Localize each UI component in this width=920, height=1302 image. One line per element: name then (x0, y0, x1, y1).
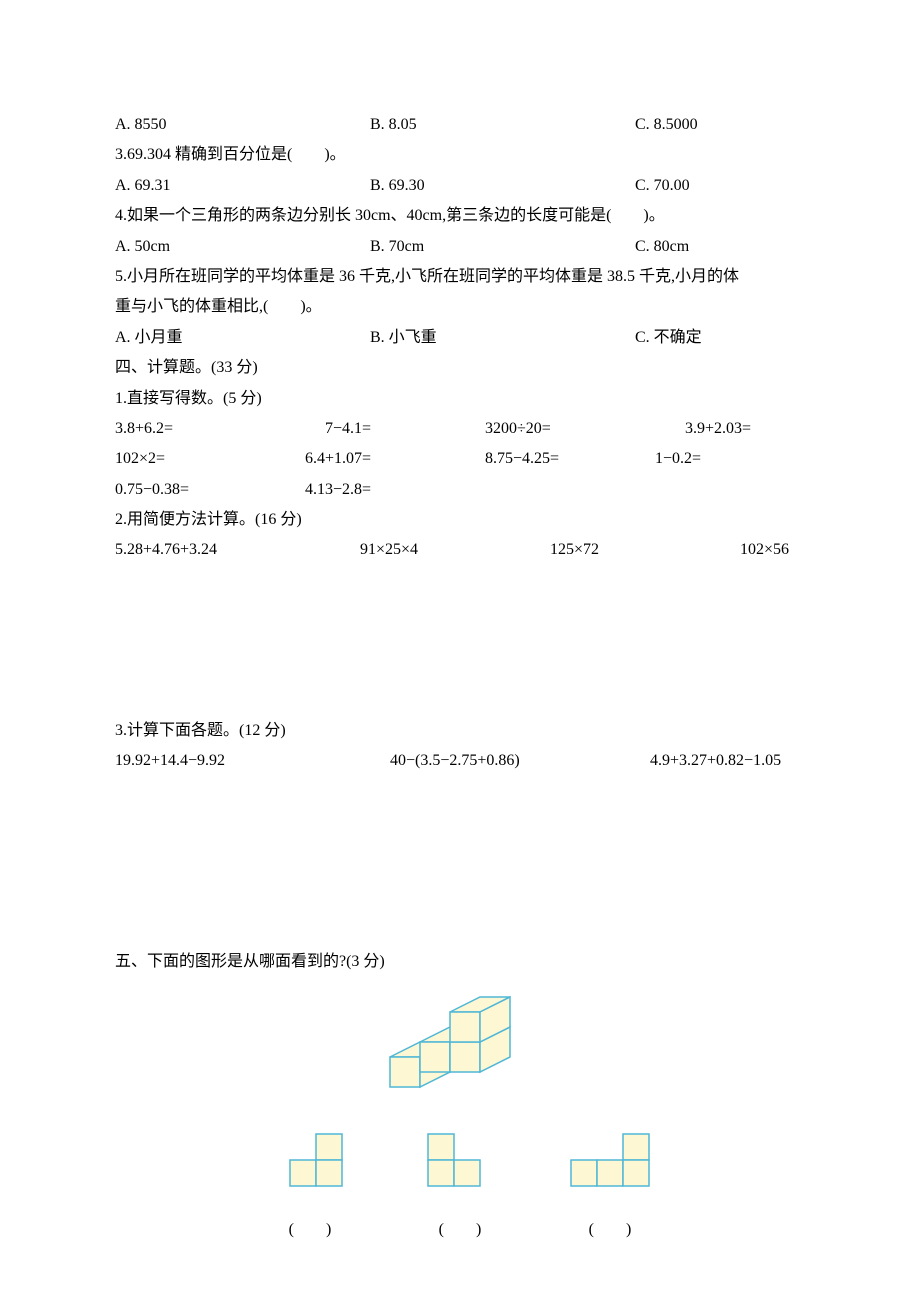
calc: 7−4.1= (325, 414, 485, 444)
sec4-p2-title: 2.用简便方法计算。(16 分) (115, 505, 805, 535)
sec4-title: 四、计算题。(33 分) (115, 353, 805, 383)
q3-opt-b: B. 69.30 (370, 171, 635, 201)
q3-opt-c: C. 70.00 (635, 171, 805, 201)
q4-opt-b: B. 70cm (370, 232, 635, 262)
q3-opt-a: A. 69.31 (115, 171, 370, 201)
workspace-gap (115, 777, 805, 947)
q5-opt-c: C. 不确定 (635, 323, 805, 353)
calc: 102×2= (115, 444, 305, 474)
sec5-title: 五、下面的图形是从哪面看到的?(3 分) (115, 947, 805, 977)
q4-stem: 4.如果一个三角形的两条边分别长 30cm、40cm,第三条边的长度可能是( )… (115, 201, 805, 231)
flat-view-1: ( ) (270, 1122, 350, 1239)
q5-stem-l2: 重与小飞的体重相比,( )。 (115, 292, 805, 322)
sec4-p1-title: 1.直接写得数。(5 分) (115, 384, 805, 414)
calc: 0.75−0.38= (115, 475, 305, 505)
calc: 19.92+14.4−9.92 (115, 746, 390, 776)
flat-view-2: ( ) (420, 1122, 500, 1239)
q2-opt-b: B. 8.05 (370, 110, 635, 140)
paren-3: ( ) (570, 1215, 650, 1239)
q2-opt-a: A. 8550 (115, 110, 370, 140)
workspace-gap (115, 566, 805, 716)
isometric-cubes-icon (380, 987, 540, 1097)
calc: 6.4+1.07= (305, 444, 485, 474)
calc: 1−0.2= (655, 444, 805, 474)
calc: 102×56 (740, 535, 805, 565)
q5-options: A. 小月重 B. 小飞重 C. 不确定 (115, 323, 805, 353)
paren-2: ( ) (420, 1215, 500, 1239)
q3-stem: 3.69.304 精确到百分位是( )。 (115, 140, 805, 170)
sec4-p2-r1: 5.28+4.76+3.24 91×25×4 125×72 102×56 (115, 535, 805, 565)
paren-1: ( ) (270, 1215, 350, 1239)
q5-stem-l1: 5.小月所在班同学的平均体重是 36 千克,小飞所在班同学的平均体重是 38.5… (115, 262, 805, 292)
calc: 8.75−4.25= (485, 444, 655, 474)
sec4-p3-title: 3.计算下面各题。(12 分) (115, 716, 805, 746)
q2-options: A. 8550 B. 8.05 C. 8.5000 (115, 110, 805, 140)
q4-opt-c: C. 80cm (635, 232, 805, 262)
sec4-p1-r3: 0.75−0.38= 4.13−2.8= (115, 475, 805, 505)
q2-opt-c: C. 8.5000 (635, 110, 805, 140)
calc: 91×25×4 (360, 535, 550, 565)
calc: 3.9+2.03= (685, 414, 805, 444)
sec4-p1-r1: 3.8+6.2= 7−4.1= 3200÷20= 3.9+2.03= (115, 414, 805, 444)
calc: 125×72 (550, 535, 740, 565)
flat-views-row: ( ) ( ) ( ) (115, 1122, 805, 1239)
sec4-p3-r1: 19.92+14.4−9.92 40−(3.5−2.75+0.86) 4.9+3… (115, 746, 805, 776)
calc: 3200÷20= (485, 414, 685, 444)
sec4-p1-r2: 102×2= 6.4+1.07= 8.75−4.25= 1−0.2= (115, 444, 805, 474)
flat-view-3: ( ) (570, 1122, 650, 1239)
page: A. 8550 B. 8.05 C. 8.5000 3.69.304 精确到百分… (0, 0, 920, 1299)
q5-opt-b: B. 小飞重 (370, 323, 635, 353)
q4-options: A. 50cm B. 70cm C. 80cm (115, 232, 805, 262)
calc: 4.13−2.8= (305, 475, 805, 505)
q5-opt-a: A. 小月重 (115, 323, 370, 353)
calc: 5.28+4.76+3.24 (115, 535, 360, 565)
calc: 3.8+6.2= (115, 414, 325, 444)
calc: 4.9+3.27+0.82−1.05 (650, 746, 805, 776)
calc: 40−(3.5−2.75+0.86) (390, 746, 650, 776)
q3-options: A. 69.31 B. 69.30 C. 70.00 (115, 171, 805, 201)
figure-area: ( ) ( ) ( ) (115, 987, 805, 1239)
q4-opt-a: A. 50cm (115, 232, 370, 262)
